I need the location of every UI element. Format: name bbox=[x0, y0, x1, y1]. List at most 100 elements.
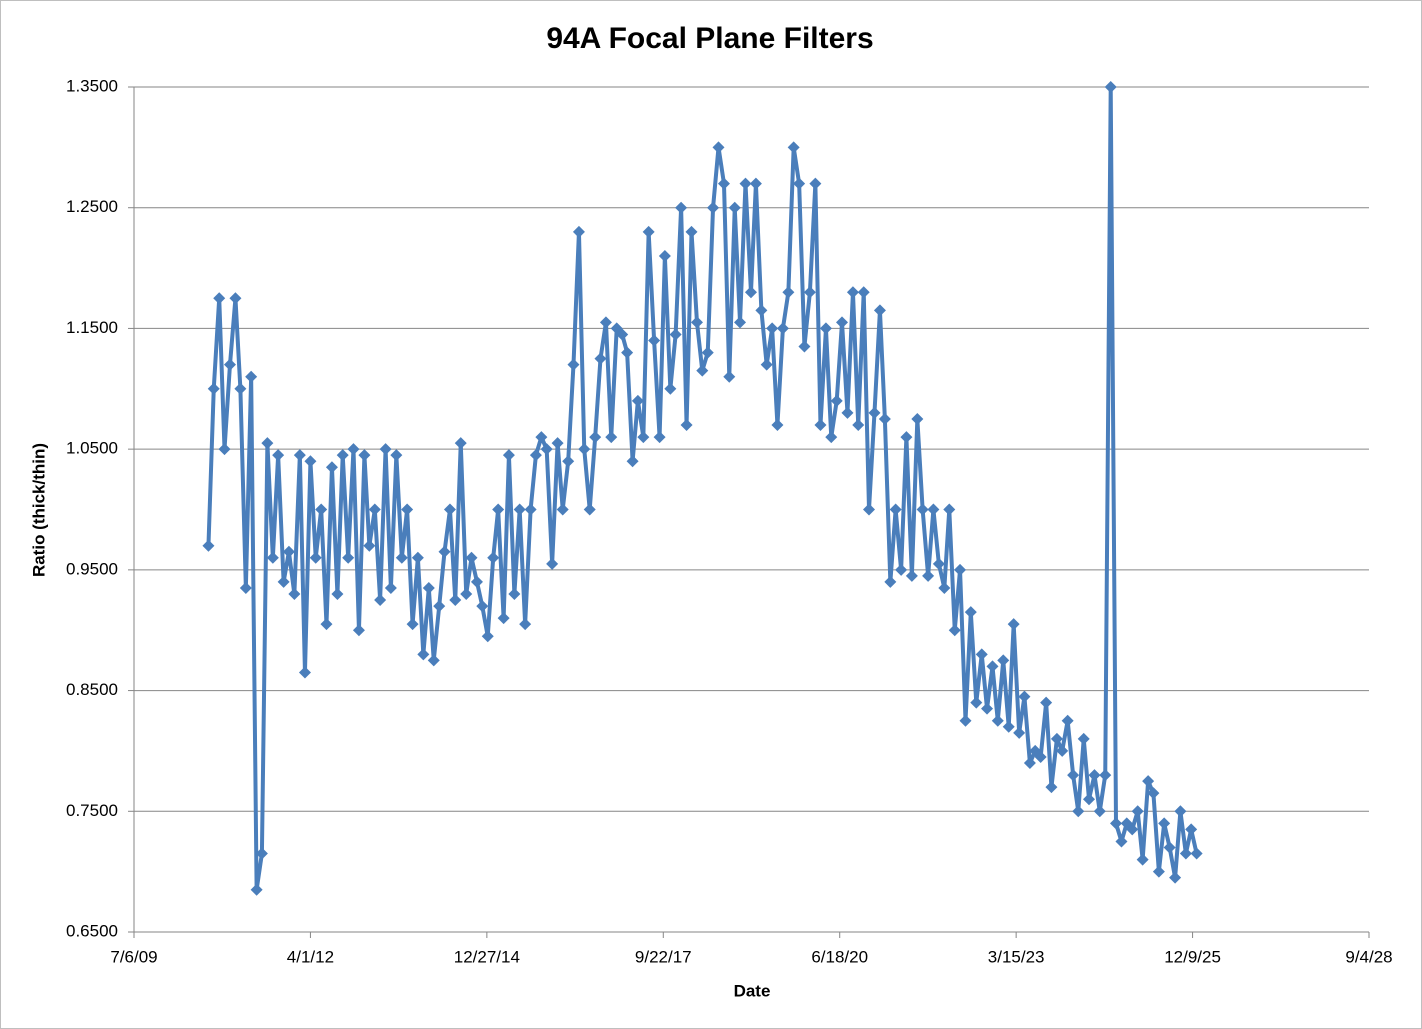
data-point bbox=[1007, 618, 1020, 631]
data-point bbox=[701, 346, 714, 359]
data-point bbox=[255, 847, 268, 860]
data-point bbox=[250, 883, 263, 896]
data-point bbox=[583, 503, 596, 516]
data-point bbox=[309, 551, 322, 564]
data-point bbox=[465, 551, 478, 564]
data-point bbox=[374, 594, 387, 607]
data-point bbox=[476, 600, 489, 613]
data-point bbox=[358, 449, 371, 462]
data-point bbox=[621, 346, 634, 359]
data-point bbox=[793, 177, 806, 190]
y-axis-title: Ratio (thick/thin) bbox=[29, 443, 48, 577]
data-point bbox=[363, 539, 376, 552]
data-point bbox=[1136, 853, 1149, 866]
data-point bbox=[433, 600, 446, 613]
data-point bbox=[347, 443, 360, 456]
data-point bbox=[218, 443, 231, 456]
data-point bbox=[331, 588, 344, 600]
data-point bbox=[734, 316, 747, 329]
data-point bbox=[626, 455, 639, 468]
data-point bbox=[556, 503, 569, 516]
data-point bbox=[653, 431, 666, 444]
data-point bbox=[798, 340, 811, 353]
data-point bbox=[884, 575, 897, 588]
data-point bbox=[1045, 781, 1058, 794]
x-tick-label: 9/4/28 bbox=[1345, 947, 1392, 966]
data-point bbox=[282, 545, 295, 558]
data-point bbox=[905, 569, 918, 582]
data-point bbox=[631, 394, 644, 407]
data-point bbox=[460, 588, 473, 600]
data-point bbox=[776, 322, 789, 335]
data-point bbox=[616, 328, 629, 341]
data-point bbox=[948, 624, 961, 637]
data-point bbox=[648, 334, 661, 347]
data-point bbox=[760, 358, 773, 371]
data-point bbox=[771, 419, 784, 431]
data-point bbox=[1088, 769, 1101, 782]
data-point bbox=[981, 702, 994, 715]
data-point bbox=[368, 503, 381, 516]
data-point bbox=[551, 437, 564, 450]
data-point bbox=[916, 503, 929, 516]
x-tick-label: 4/1/12 bbox=[287, 947, 334, 966]
data-point bbox=[970, 696, 983, 709]
data-point bbox=[852, 419, 865, 431]
data-point bbox=[336, 449, 349, 462]
data-point bbox=[524, 503, 537, 516]
data-point bbox=[739, 177, 752, 190]
data-point bbox=[234, 382, 247, 395]
data-point bbox=[669, 328, 682, 341]
data-point bbox=[1077, 732, 1090, 745]
y-tick-label: 1.2500 bbox=[66, 197, 118, 216]
data-point bbox=[1083, 793, 1096, 806]
data-point bbox=[1126, 823, 1139, 836]
data-point bbox=[868, 406, 881, 419]
data-point bbox=[803, 286, 816, 299]
data-point bbox=[325, 461, 338, 474]
data-point bbox=[293, 449, 306, 462]
data-point bbox=[690, 316, 703, 329]
x-tick-label: 7/6/09 bbox=[110, 947, 157, 966]
data-point bbox=[1142, 775, 1155, 788]
data-point bbox=[954, 563, 967, 576]
data-point bbox=[1034, 750, 1047, 763]
data-point bbox=[207, 382, 220, 395]
data-point bbox=[1110, 817, 1123, 830]
data-point bbox=[562, 455, 575, 468]
data-point bbox=[857, 286, 870, 299]
data-point bbox=[680, 419, 693, 431]
data-point bbox=[605, 431, 618, 444]
data-point bbox=[401, 503, 414, 516]
data-point bbox=[1190, 847, 1203, 860]
data-point bbox=[809, 177, 822, 190]
data-point bbox=[728, 201, 741, 214]
data-point bbox=[964, 606, 977, 619]
y-tick-label: 0.9500 bbox=[66, 559, 118, 578]
data-point bbox=[390, 449, 403, 462]
data-point bbox=[1013, 726, 1026, 739]
data-point bbox=[497, 612, 510, 625]
data-point bbox=[202, 539, 215, 552]
data-point bbox=[572, 225, 585, 238]
data-point bbox=[277, 575, 290, 588]
data-point bbox=[266, 551, 279, 564]
data-point bbox=[819, 322, 832, 335]
data-point bbox=[379, 443, 392, 456]
data-point bbox=[712, 141, 725, 154]
data-point bbox=[239, 581, 252, 594]
data-point bbox=[1115, 835, 1128, 848]
data-point bbox=[878, 412, 891, 425]
data-point bbox=[417, 648, 430, 661]
data-point bbox=[342, 551, 355, 564]
data-point bbox=[685, 225, 698, 238]
data-point bbox=[213, 292, 226, 305]
data-point bbox=[261, 437, 274, 450]
data-point bbox=[1067, 769, 1080, 782]
data-point bbox=[422, 581, 435, 594]
data-point bbox=[272, 449, 285, 462]
data-point bbox=[1018, 690, 1031, 703]
data-point bbox=[1147, 787, 1160, 800]
data-point bbox=[481, 630, 494, 643]
